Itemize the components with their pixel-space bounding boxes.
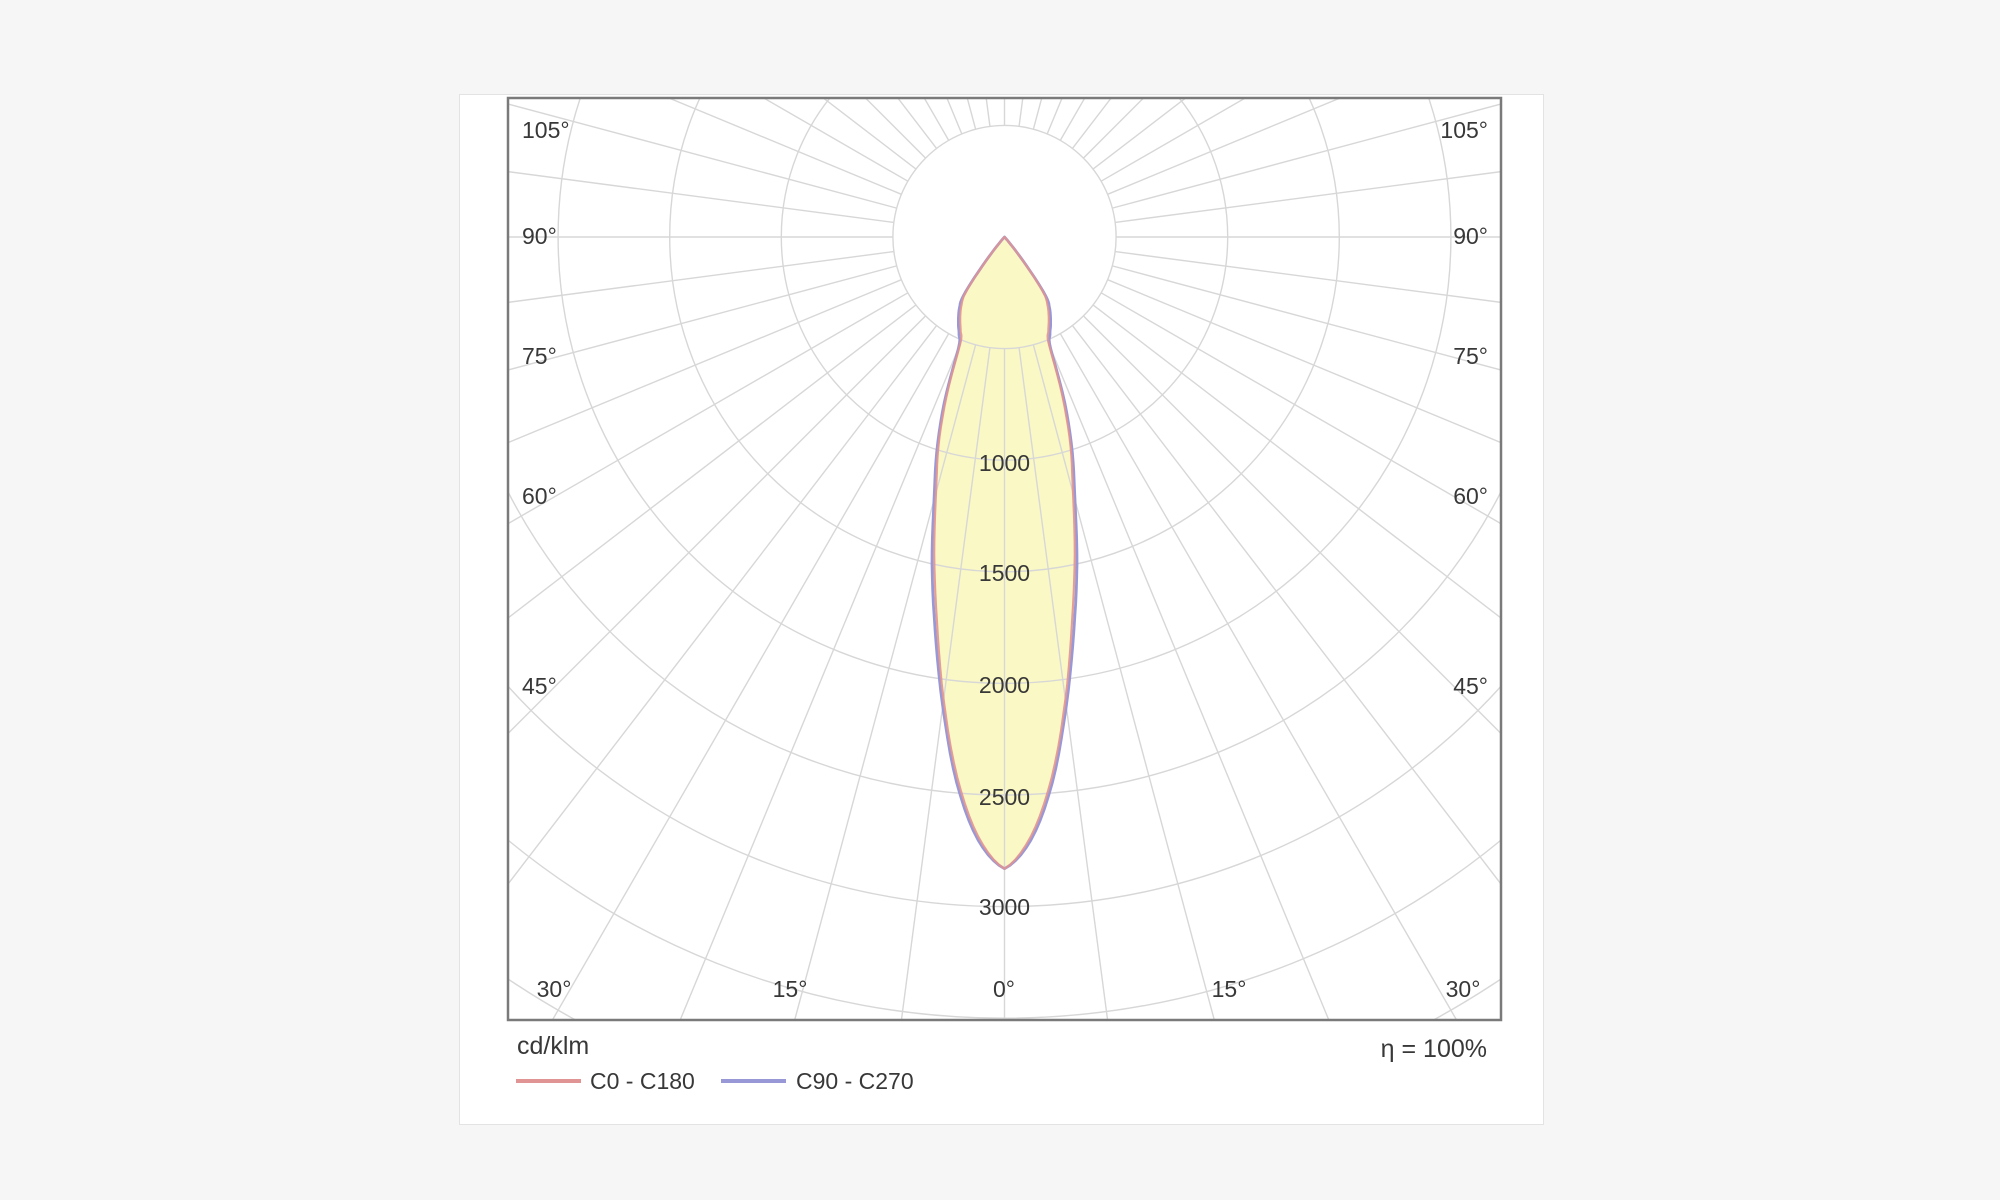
grid-spoke (1032, 98, 1043, 130)
grid-spoke (1059, 333, 1458, 1020)
angle-tick-label: 90° (522, 223, 557, 249)
legend-line-c0-c180 (516, 1079, 581, 1083)
grid-spoke (1071, 325, 1501, 886)
angle-tick-label: 15° (773, 976, 808, 1002)
angle-tick-label: 60° (1453, 483, 1488, 509)
grid-spoke (1082, 98, 1145, 159)
grid-spoke (1112, 265, 1501, 371)
angle-tick-label: 105° (522, 117, 570, 143)
grid-spoke (667, 98, 902, 195)
radial-tick-label: 2500 (979, 784, 1030, 810)
grid-spoke (508, 304, 917, 619)
grid-spoke (1107, 279, 1501, 444)
grid-spoke (864, 98, 927, 159)
grid-spoke (508, 315, 927, 735)
plot-border (506, 96, 1503, 1022)
grid-spoke (551, 333, 950, 1020)
grid-spoke (923, 98, 950, 141)
grid-spoke (1018, 347, 1109, 1020)
grid-spoke (793, 344, 977, 1020)
angle-tick-label: 15° (1212, 976, 1247, 1002)
grid-spoke (900, 347, 991, 1020)
angle-tick-label: 30° (1446, 976, 1481, 1002)
grid-spoke (508, 250, 894, 304)
legend-line-c90-c270 (721, 1079, 786, 1083)
legend-label-c90-c270: C90 - C270 (796, 1068, 914, 1094)
radial-tick-label: 1500 (979, 560, 1030, 586)
grid-spoke (508, 279, 902, 444)
angle-tick-label: 45° (522, 673, 557, 699)
tick-labels: 105° 90° 75° 60° 45° 30° 15° 0° 15° 30° 45° 60° 75° 9… (522, 117, 1488, 1002)
curve-c0-c180 (933, 235, 1076, 870)
angle-tick-label: 0° (993, 976, 1015, 1002)
unit-label: cd/klm (517, 1032, 590, 1060)
angle-tick-label: 75° (522, 343, 557, 369)
grid-spoke (508, 170, 894, 224)
grid-spoke (896, 98, 938, 149)
grid-spoke (508, 325, 938, 886)
grid-spoke (1107, 98, 1342, 195)
angle-tick-label: 90° (1453, 223, 1488, 249)
efficiency-label: η = 100% (1380, 1035, 1487, 1063)
angle-tick-label: 60° (522, 483, 557, 509)
angle-tick-label: 45° (1453, 673, 1488, 699)
grid-spoke (1115, 250, 1501, 304)
grid-spoke (1082, 315, 1501, 735)
grid-spoke (1032, 344, 1216, 1020)
grid-spoke (679, 339, 963, 1020)
radial-tick-label: 1000 (979, 450, 1030, 476)
grid-spoke (1115, 170, 1501, 224)
angle-tick-label: 30° (537, 976, 572, 1002)
radial-tick-label: 3000 (979, 894, 1030, 920)
radial-tick-label: 2000 (979, 672, 1030, 698)
grid-spoke (1059, 98, 1086, 141)
angle-tick-label: 75° (1453, 343, 1488, 369)
grid-spoke (508, 292, 909, 525)
angle-tick-label: 105° (1440, 117, 1488, 143)
grid-spoke (966, 98, 977, 130)
grid-spoke (762, 98, 909, 182)
grid-spoke (1092, 304, 1501, 619)
grid-spoke (1100, 292, 1501, 525)
grid-spoke (508, 103, 897, 209)
grid-spoke (1071, 98, 1113, 149)
grid-spoke (1100, 98, 1247, 182)
legend-label-c0-c180: C0 - C180 (590, 1068, 695, 1094)
grid-spoke (1112, 103, 1501, 209)
grid-spoke (1046, 339, 1330, 1020)
grid-spoke (508, 265, 897, 371)
